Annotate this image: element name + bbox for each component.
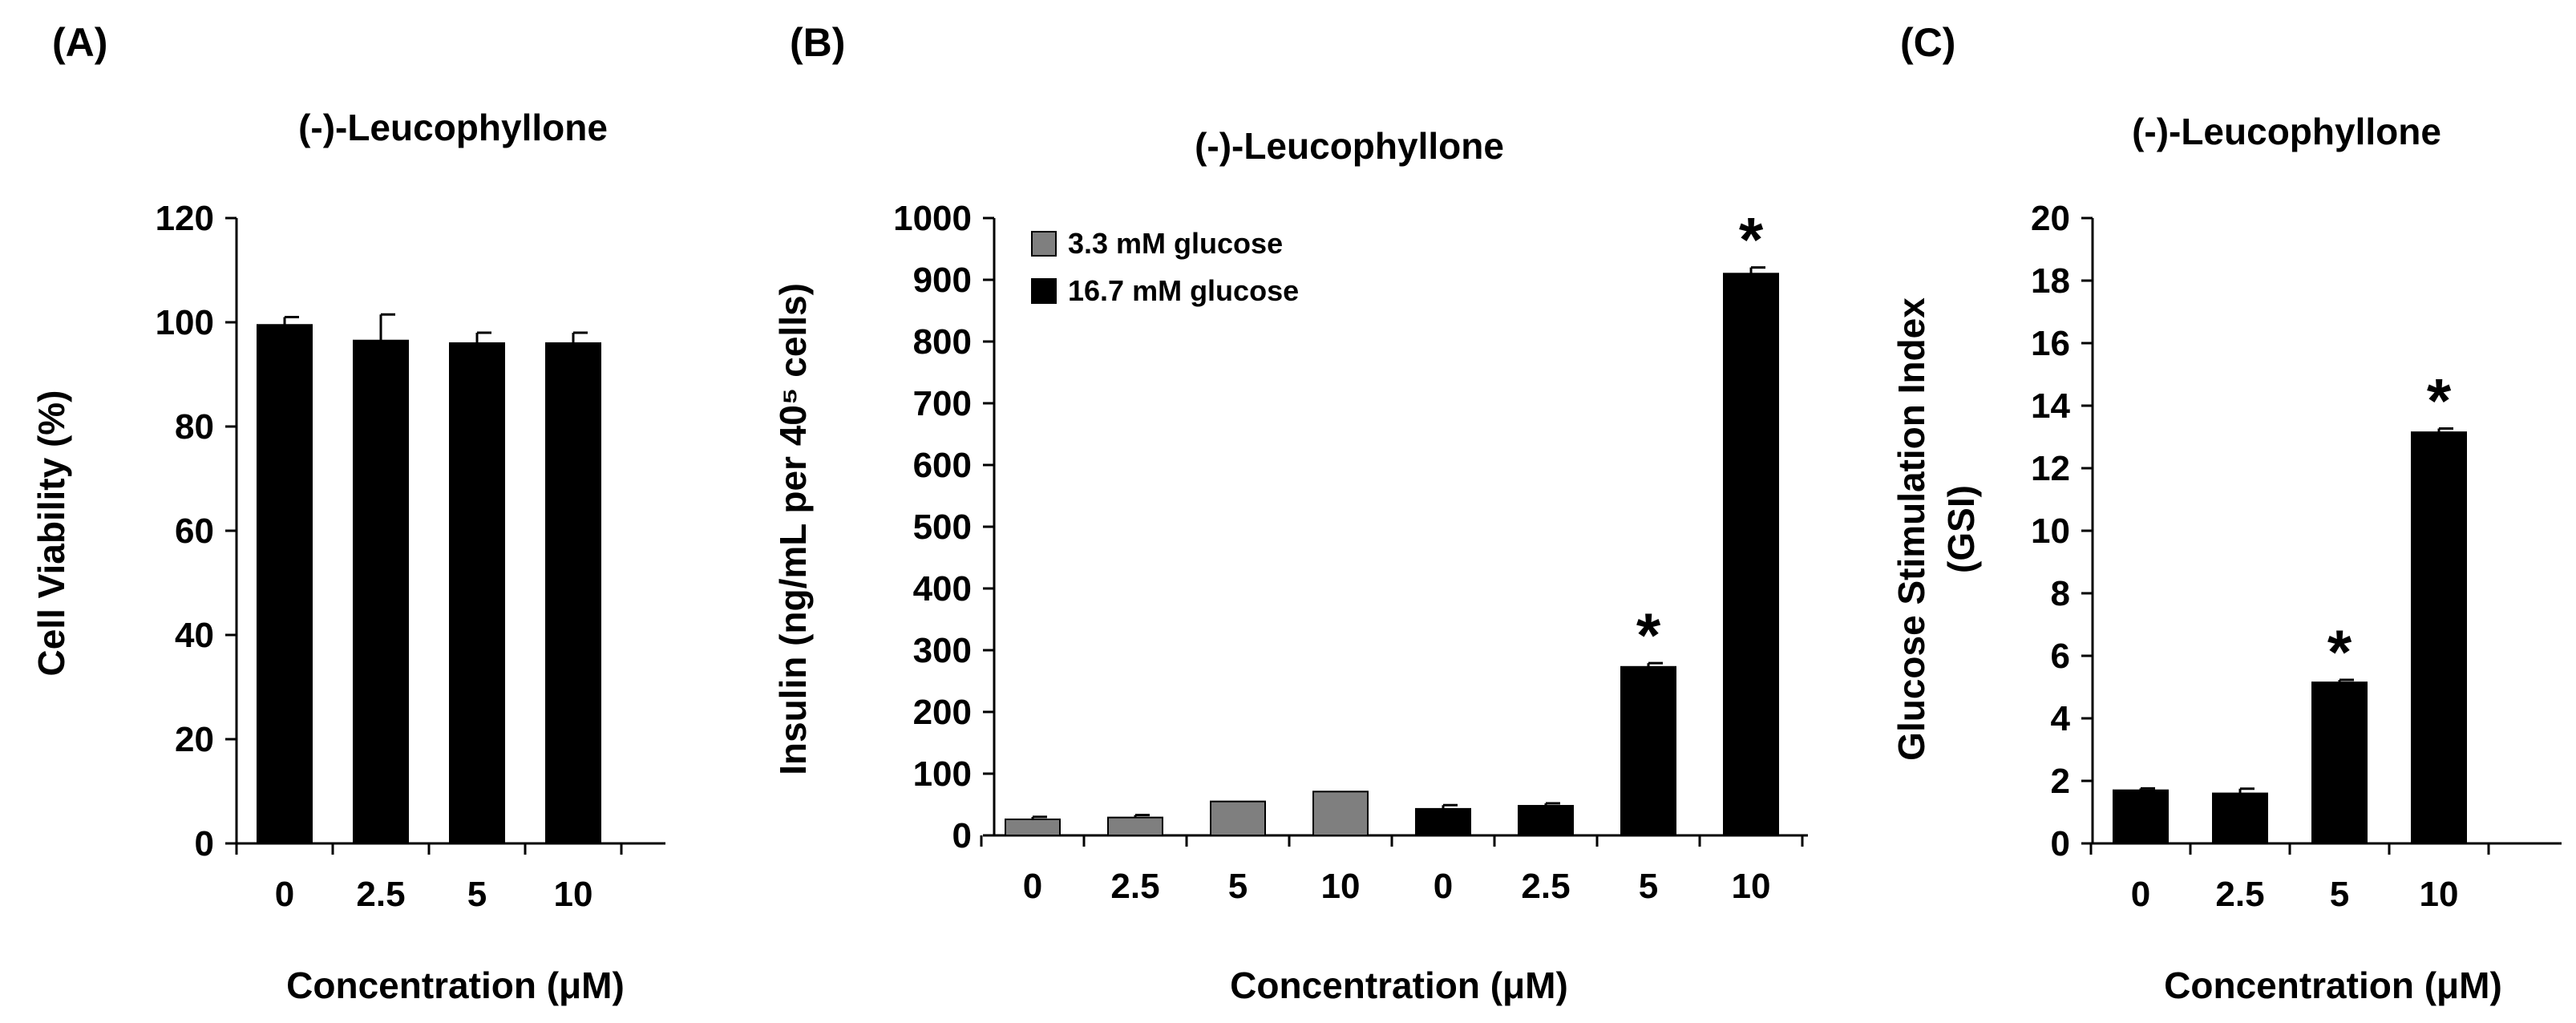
panel-c-y-tick-label: 2: [2051, 762, 2070, 801]
panel-c-y-tick-label: 8: [2051, 574, 2070, 613]
panel-b-label: (B): [790, 20, 845, 65]
legend-label-16-7mm: 16.7 mM glucose: [1068, 274, 1299, 307]
panel-b-bar: [1415, 807, 1471, 837]
panel-c-x-tick-label: 0: [2131, 875, 2150, 914]
panel-c: (C) (-)-Leucophyllone Glucose Stimulatio…: [1891, 20, 2562, 1006]
panel-b-legend: 3.3 mM glucose 16.7 mM glucose: [1031, 227, 1299, 307]
legend-label-3-3mm: 3.3 mM glucose: [1068, 227, 1283, 260]
panel-b-x-tick-label: 5: [1639, 867, 1658, 906]
panel-b-bar: [1620, 665, 1676, 836]
panel-b-y-tick-label: 800: [913, 322, 972, 362]
legend-swatch-16-7mm: [1031, 278, 1057, 304]
panel-b-x-axis-title: Concentration (μM): [1230, 964, 1568, 1006]
panel-c-y-axis-title-line-2: (GSI): [1940, 485, 1982, 573]
panel-c-bar: [2311, 681, 2368, 845]
panel-b-x-tick-label: 2.5: [1110, 867, 1159, 906]
panel-a-y-tick-label: 40: [175, 616, 214, 655]
panel-c-significance-mark: *: [2327, 617, 2352, 687]
panel-a-bar: [449, 342, 505, 844]
panel-b-bar: [1518, 805, 1574, 836]
panel-c-x-tick-label: 5: [2330, 875, 2349, 914]
panel-a-x-axis-title: Concentration (μM): [286, 964, 625, 1006]
panel-a-marks: 0 20 40 60 80 100 120 0 2.5 5 10: [156, 199, 623, 914]
panel-c-y-tick-label: 6: [2051, 637, 2070, 676]
panel-b-y-tick-label: 600: [913, 446, 972, 485]
panel-c-significance-mark: *: [2427, 365, 2452, 435]
panel-b-bar: [1210, 800, 1266, 837]
panel-a-y-tick-label: 0: [195, 824, 214, 863]
panel-a-x-tick-label: 0: [275, 875, 294, 914]
panel-b: (B) (-)-Leucophyllone Insulin (ng/mL per…: [772, 20, 1808, 1006]
panel-b-y-axis-title: Insulin (ng/mL per 40⁵ cells): [772, 283, 814, 775]
panel-c-label: (C): [1900, 20, 1955, 65]
panel-c-bar: [2113, 789, 2169, 845]
panel-a-y-tick-label: 120: [156, 199, 214, 238]
panel-a-x-tick-label: 2.5: [356, 875, 405, 914]
panel-c-bar: [2411, 431, 2467, 844]
panel-b-bar: [1723, 273, 1779, 836]
panel-b-y-tick-label: 500: [913, 507, 972, 547]
panel-a-y-tick-label: 80: [175, 407, 214, 447]
panel-a-y-axis-title: Cell Viability (%): [30, 390, 72, 676]
panel-b-bar: [1107, 816, 1163, 836]
panel-b-y-tick-label: 300: [913, 631, 972, 670]
panel-c-x-tick-label: 10: [2420, 875, 2459, 914]
panel-b-x-tick-label: 0: [1023, 867, 1042, 906]
panel-c-x-tick-label: 2.5: [2215, 875, 2264, 914]
panel-a-title: (-)-Leucophyllone: [298, 107, 608, 148]
panel-c-y-axis-title-line-1: Glucose Stimulation Index: [1891, 297, 1932, 761]
panel-c-y-tick-label: 4: [2051, 699, 2071, 738]
panel-b-y-tick-label: 700: [913, 384, 972, 423]
panel-a: (A) (-)-Leucophyllone Cell Viability (%)…: [30, 20, 665, 1006]
panel-c-y-tick-label: 0: [2051, 824, 2070, 863]
panel-c-y-tick-label: 14: [2031, 386, 2070, 426]
panel-b-x-tick-label: 10: [1321, 867, 1361, 906]
panel-c-y-tick-label: 18: [2031, 261, 2070, 301]
panel-b-x-tick-label: 10: [1732, 867, 1771, 906]
panel-a-y-tick-label: 20: [175, 720, 214, 759]
panel-b-bar: [1005, 818, 1061, 836]
panel-b-y-tick-label: 900: [913, 261, 972, 300]
panel-c-y-tick-label: 20: [2031, 199, 2070, 238]
panel-b-x-tick-label: 0: [1434, 867, 1453, 906]
legend-swatch-3-3mm: [1031, 231, 1057, 257]
panel-c-title: (-)-Leucophyllone: [2132, 111, 2441, 152]
panel-b-x-tick-label: 5: [1228, 867, 1248, 906]
panel-c-y-tick-label: 10: [2031, 512, 2070, 551]
panel-b-y-tick-label: 1000: [893, 199, 972, 238]
panel-c-y-tick-label: 16: [2031, 324, 2070, 363]
panel-b-title: (-)-Leucophyllone: [1195, 125, 1504, 167]
panel-a-y-tick-label: 100: [156, 303, 214, 342]
panel-c-bar: [2212, 792, 2268, 844]
panel-b-significance-mark: *: [1636, 600, 1661, 670]
panel-b-y-tick-label: 100: [913, 754, 972, 794]
panel-a-x-tick-label: 10: [554, 875, 593, 914]
panel-a-bar: [545, 342, 601, 844]
panel-b-bar: [1312, 790, 1369, 837]
panel-c-y-tick-label: 12: [2031, 449, 2070, 488]
panel-a-bar: [257, 324, 313, 844]
panel-b-y-tick-label: 400: [913, 569, 972, 609]
panel-c-x-axis-title: Concentration (μM): [2164, 964, 2502, 1006]
panel-a-x-tick-label: 5: [467, 875, 487, 914]
panel-b-significance-mark: *: [1739, 204, 1764, 275]
panel-b-y-tick-label: 200: [913, 693, 972, 732]
panel-b-x-tick-label: 2.5: [1521, 867, 1570, 906]
panel-b-y-tick-label: 0: [952, 816, 972, 855]
panel-c-marks: 0 2 4 6 8 10 12 14 16 18 20 0 2.5 5 10 * *: [2031, 199, 2490, 914]
panel-a-label: (A): [52, 20, 107, 65]
panel-a-bar: [353, 339, 409, 844]
panel-a-y-tick-label: 60: [175, 512, 214, 551]
